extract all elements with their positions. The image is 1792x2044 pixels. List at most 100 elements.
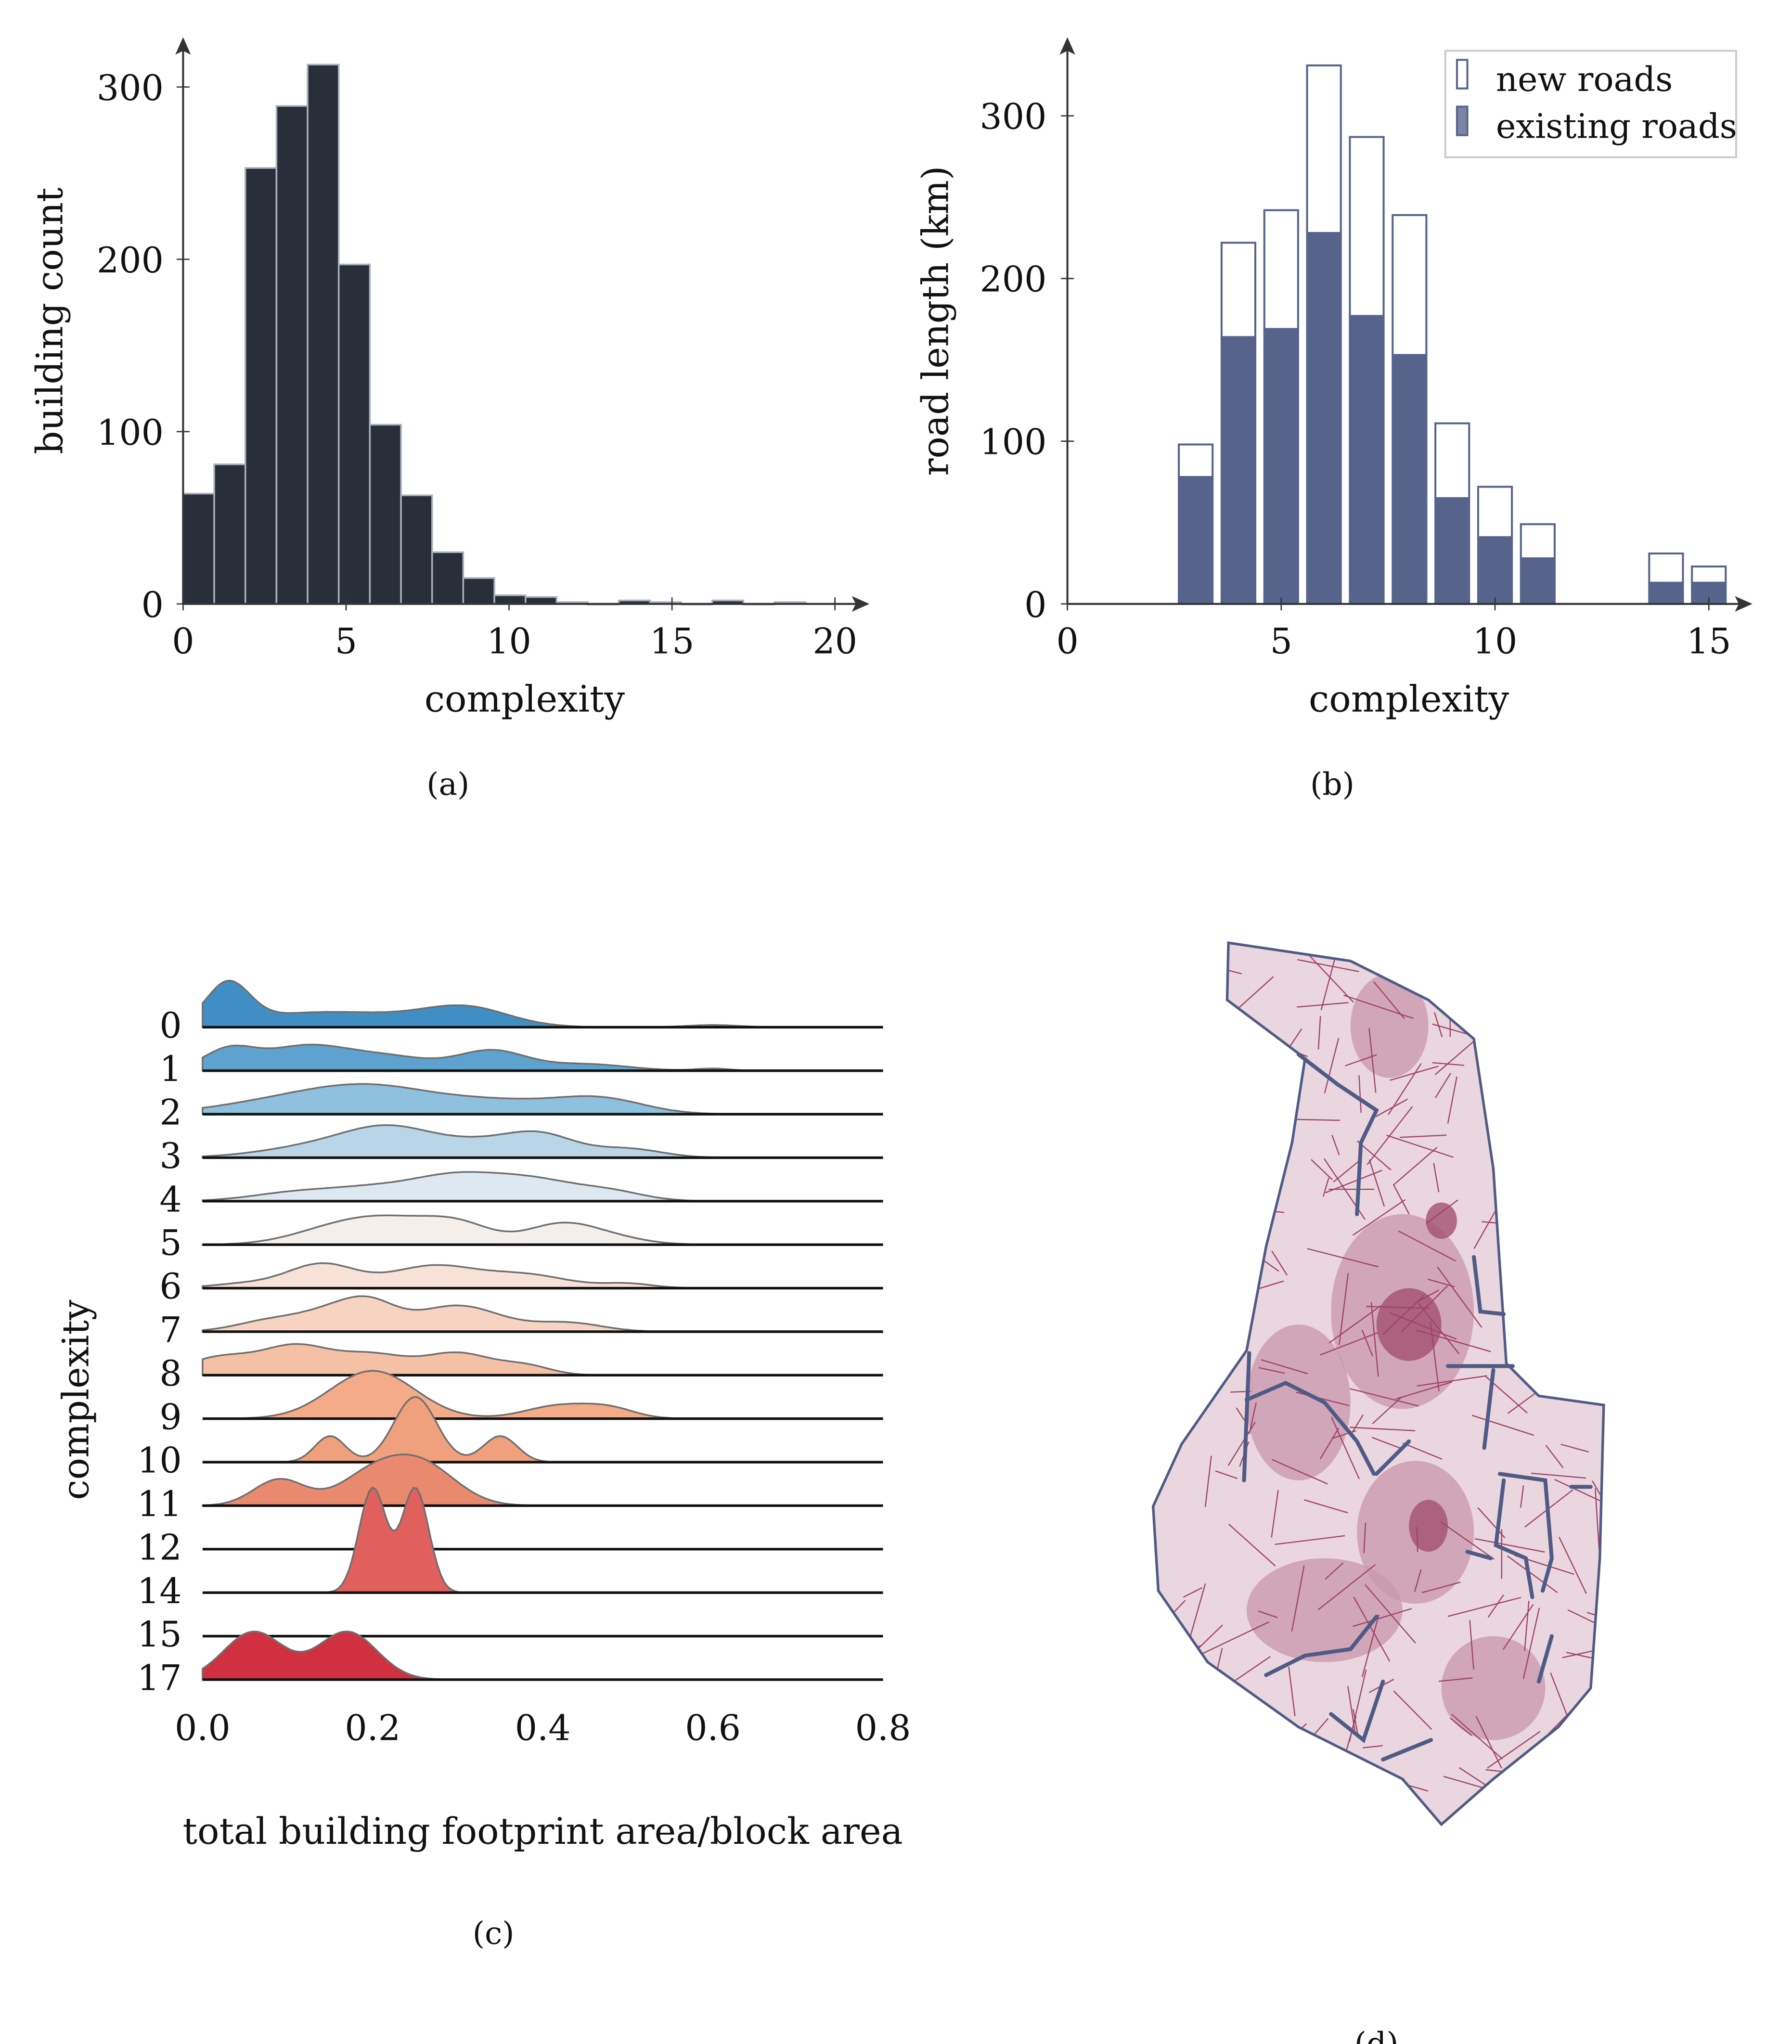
x-axis-label: total building footprint area/block area <box>183 1810 903 1852</box>
density-area <box>202 1370 815 1420</box>
block-edge <box>1178 1032 1198 1046</box>
block-edge <box>1559 1537 1587 1594</box>
block-edge <box>1469 1620 1474 1670</box>
block-edge <box>1343 994 1414 1019</box>
block-edge <box>1386 1134 1454 1158</box>
block-edge <box>1588 1226 1599 1274</box>
bar <box>182 492 215 605</box>
y-axis-label: building count <box>28 188 71 454</box>
block-edge <box>1375 1098 1408 1118</box>
bar-existing-roads <box>1434 497 1470 605</box>
block-edge <box>1345 1766 1358 1788</box>
bar <box>369 424 402 605</box>
bar-existing-roads <box>1392 354 1428 605</box>
block-edge <box>1400 1134 1447 1138</box>
block-edge <box>1192 1379 1202 1412</box>
block-edge <box>1455 942 1501 972</box>
block-edge <box>1471 947 1508 964</box>
block-edge <box>1153 979 1225 995</box>
block-edge <box>1153 1691 1199 1731</box>
block-edge <box>1212 1084 1244 1122</box>
density-area <box>202 1396 815 1463</box>
road <box>1465 1550 1493 1560</box>
block-edge <box>1269 1795 1276 1825</box>
block-edge <box>1487 1594 1504 1618</box>
block-edge <box>1266 1761 1320 1813</box>
block-edge <box>1447 1076 1457 1124</box>
block-edge <box>1416 1527 1418 1552</box>
block-edge <box>1373 981 1405 1019</box>
block-edge <box>1153 1096 1205 1144</box>
block-edge <box>1592 1028 1597 1101</box>
block-edge <box>1560 1443 1589 1453</box>
panel-d-map: (d) <box>1103 941 1605 2044</box>
block-edge <box>1175 1133 1220 1157</box>
bar-existing-roads <box>1477 536 1513 605</box>
block-edge <box>1389 1312 1457 1340</box>
block-edge <box>1165 1124 1188 1142</box>
block-edge <box>1136 1240 1148 1257</box>
block-edge <box>1319 1427 1340 1459</box>
bar-new-roads <box>1434 422 1470 500</box>
block-edge <box>1303 1499 1348 1514</box>
ridge-row-12: 12 <box>137 1527 883 1568</box>
block-edge <box>1352 1199 1406 1236</box>
block-edge <box>1195 1228 1237 1244</box>
block-edge <box>1225 1701 1231 1751</box>
block-edge <box>1218 1774 1238 1825</box>
x-tick-label: 0.6 <box>685 1708 741 1748</box>
block-edge <box>1317 1016 1321 1050</box>
row-label: 4 <box>159 1179 181 1220</box>
block-edge <box>1215 1470 1238 1479</box>
row-label: 9 <box>159 1397 181 1438</box>
block-edge <box>1153 1440 1157 1489</box>
block-edge <box>1555 1230 1587 1273</box>
block-edge <box>1395 1381 1453 1400</box>
block-edge <box>1325 1170 1382 1194</box>
row-label: 1 <box>159 1049 181 1090</box>
block-cluster <box>1246 1558 1403 1662</box>
x-axis-label: complexity <box>425 678 625 720</box>
block-edge <box>1261 1359 1308 1375</box>
density-area <box>202 1171 815 1202</box>
block-edge <box>1103 1453 1145 1490</box>
block-edge <box>1153 942 1222 976</box>
block-edge <box>1258 1610 1278 1619</box>
density-area <box>202 1124 815 1159</box>
block-edge <box>1208 1287 1244 1340</box>
block-edge <box>1553 1263 1601 1320</box>
block-edge <box>1178 1723 1202 1731</box>
y-tick-label: 200 <box>97 240 164 281</box>
block-edge <box>1222 1818 1229 1825</box>
block-edge <box>1366 1306 1430 1309</box>
block-edge <box>1507 1555 1558 1594</box>
y-tick-label: 0 <box>142 585 164 626</box>
block-edge <box>1532 1206 1587 1229</box>
block-edge <box>1365 1584 1416 1644</box>
block-edge <box>1338 1273 1349 1345</box>
map-boundary <box>1151 941 1605 1826</box>
block-edge <box>1253 1727 1258 1761</box>
x-tick-label: 5 <box>335 621 357 662</box>
block-edge <box>1393 1184 1410 1215</box>
block-edge <box>1601 1348 1604 1354</box>
row-label: 12 <box>137 1527 182 1568</box>
block-edge <box>1227 1421 1256 1466</box>
block-edge <box>1554 1050 1585 1062</box>
block-edge <box>1535 1789 1551 1825</box>
block-edge <box>1414 1569 1422 1592</box>
block-edge <box>1426 1199 1458 1224</box>
block-edge <box>1477 1507 1506 1539</box>
bar-existing-roads <box>1349 315 1385 605</box>
legend-swatch-new <box>1456 59 1469 90</box>
block-edge <box>1191 1166 1208 1189</box>
density-area <box>202 1631 815 1681</box>
block-edge <box>1567 1609 1599 1625</box>
block-edge <box>1540 977 1558 1005</box>
block-edge <box>1433 1163 1440 1193</box>
block-edge <box>1172 1253 1201 1279</box>
block-edge <box>1143 1372 1145 1391</box>
